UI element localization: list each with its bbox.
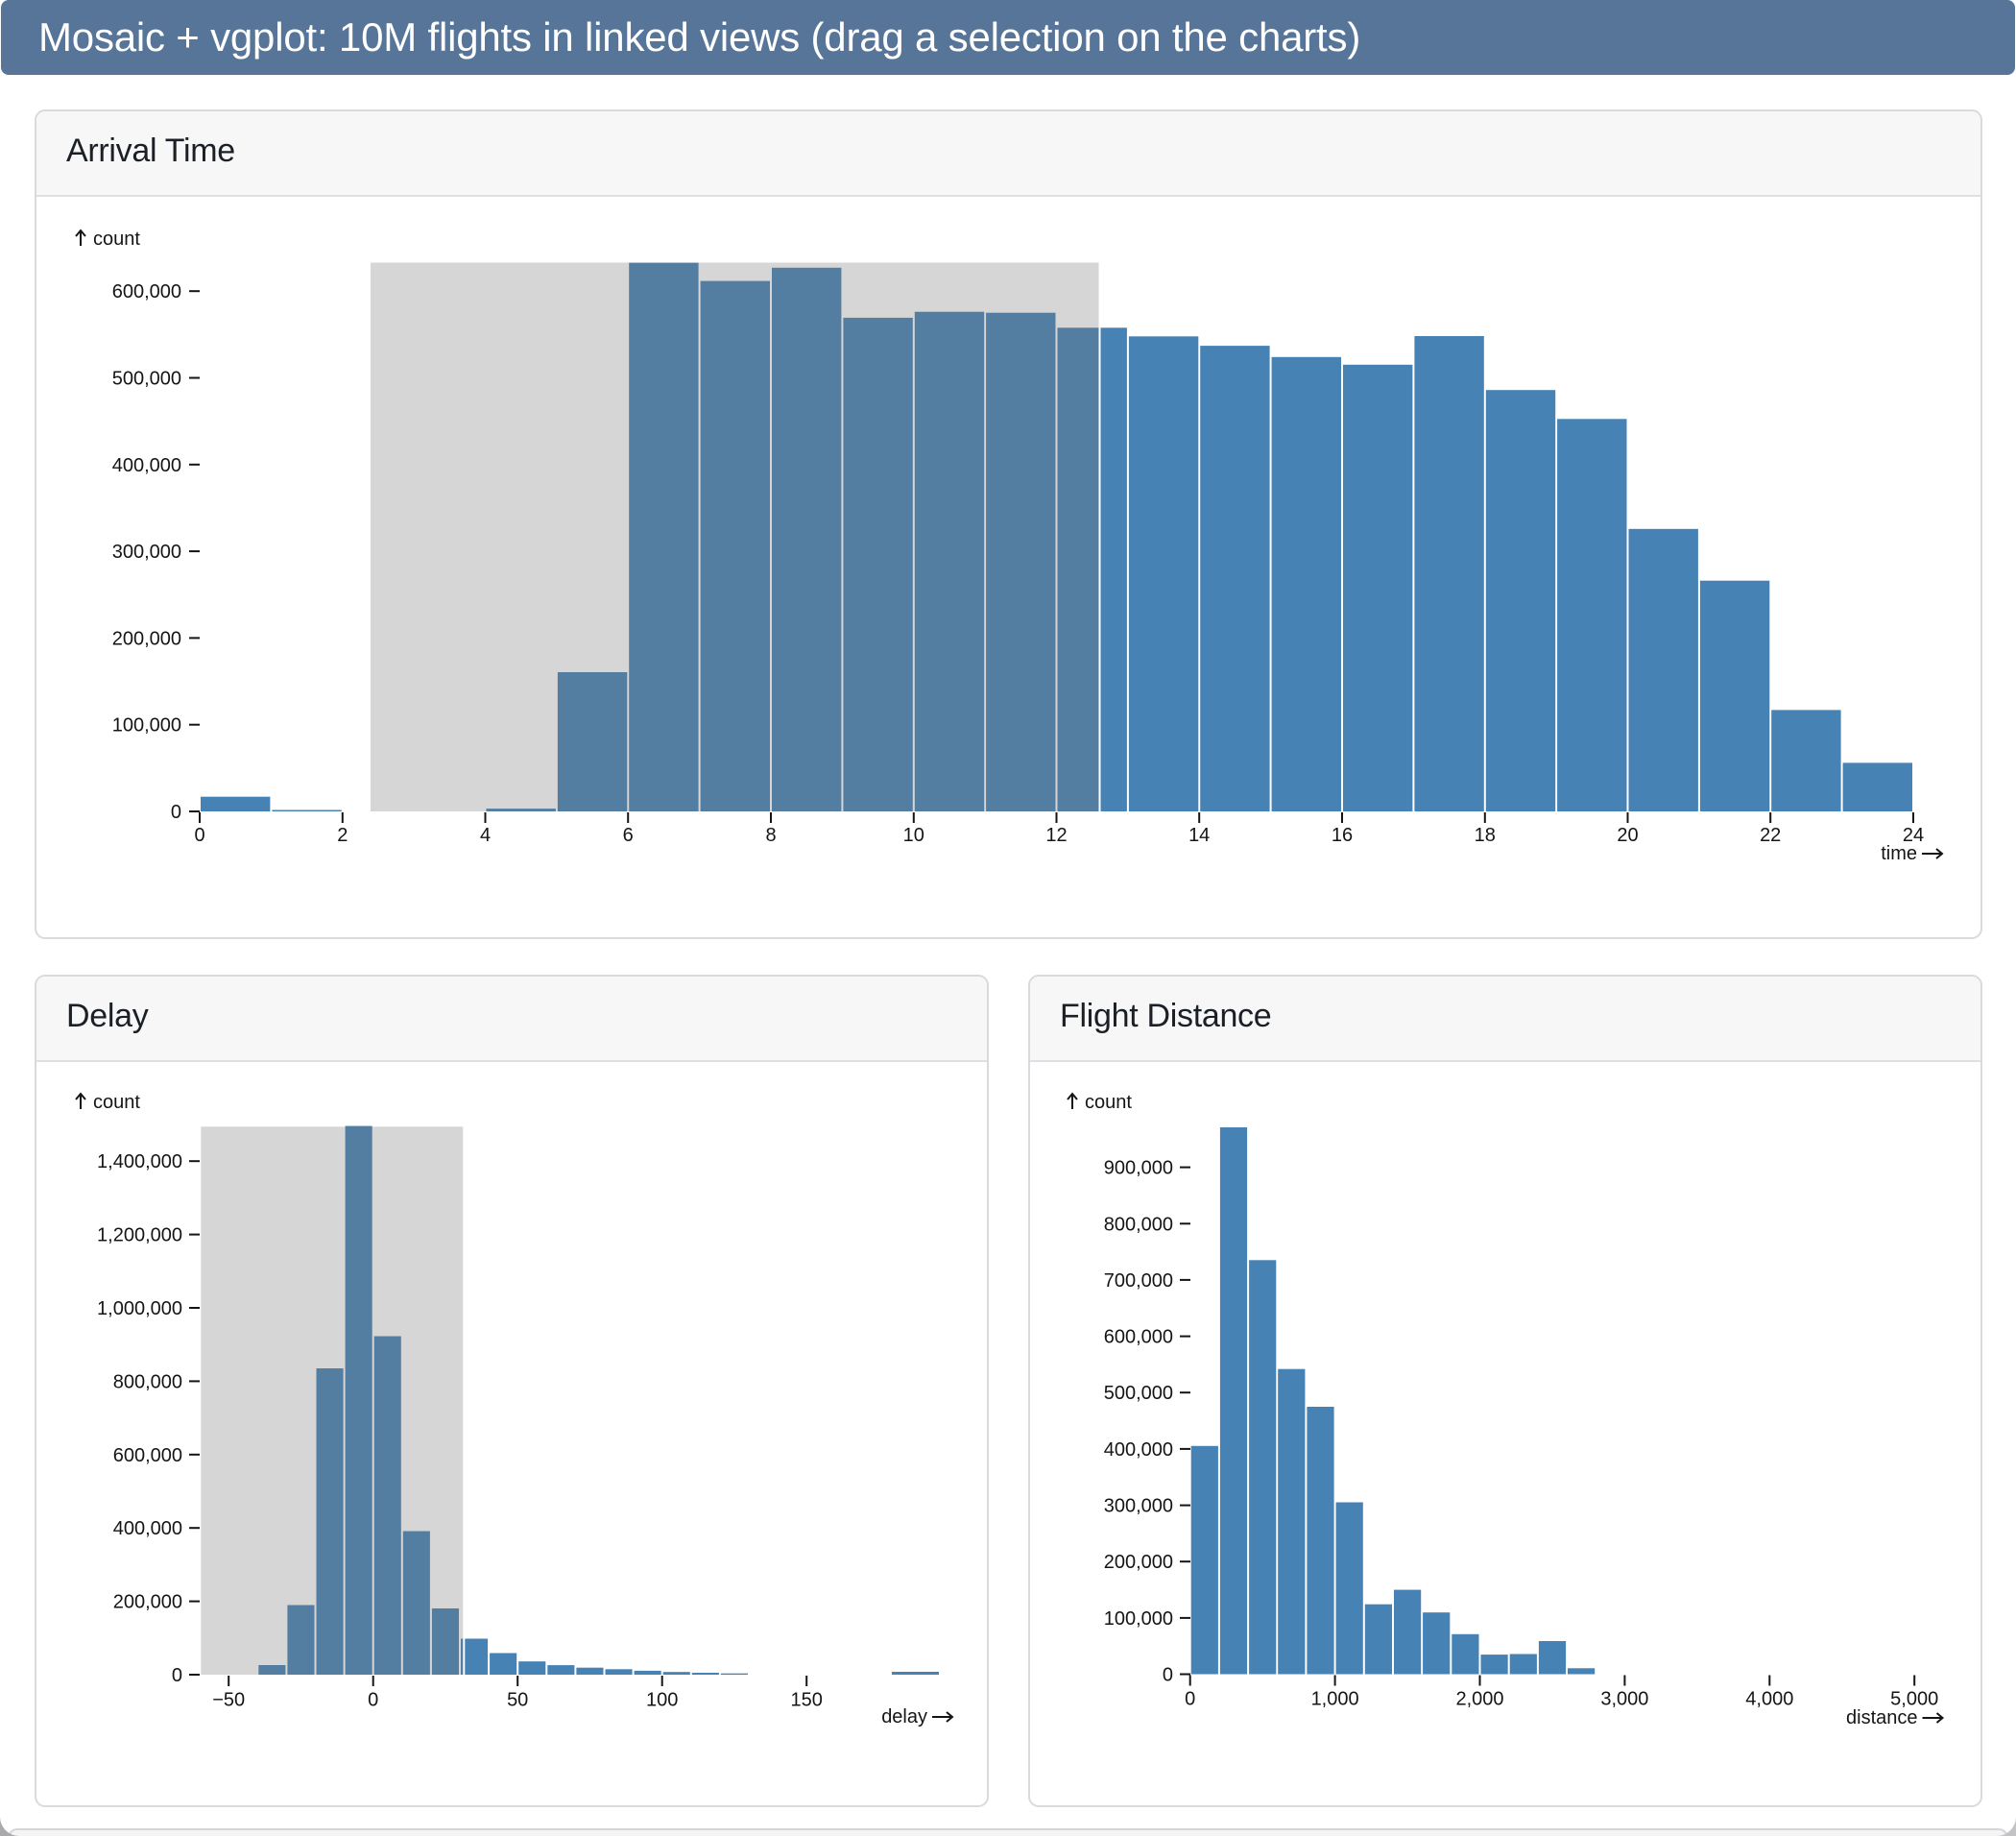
svg-text:4,000: 4,000 (1745, 1689, 1793, 1710)
svg-text:2,000: 2,000 (1455, 1689, 1503, 1710)
svg-text:900,000: 900,000 (1104, 1158, 1173, 1179)
svg-text:0: 0 (172, 1665, 182, 1686)
svg-text:1,200,000: 1,200,000 (97, 1225, 182, 1246)
svg-text:20: 20 (1617, 825, 1638, 846)
svg-text:count: count (93, 229, 140, 250)
svg-text:delay: delay (881, 1706, 927, 1727)
svg-text:6: 6 (623, 825, 634, 846)
svg-text:200,000: 200,000 (112, 628, 181, 649)
svg-text:0: 0 (368, 1690, 378, 1711)
svg-text:800,000: 800,000 (113, 1371, 182, 1392)
svg-text:400,000: 400,000 (1104, 1439, 1173, 1461)
svg-text:12: 12 (1045, 825, 1067, 846)
svg-text:100,000: 100,000 (112, 715, 181, 737)
svg-text:500,000: 500,000 (1104, 1383, 1173, 1404)
svg-text:200,000: 200,000 (113, 1592, 182, 1613)
svg-text:1,000: 1,000 (1311, 1689, 1359, 1710)
svg-text:200,000: 200,000 (1104, 1552, 1173, 1573)
svg-text:0: 0 (171, 802, 181, 823)
svg-text:count: count (1085, 1092, 1132, 1113)
svg-text:0: 0 (1163, 1665, 1173, 1686)
svg-text:distance: distance (1846, 1707, 1918, 1728)
svg-text:500,000: 500,000 (112, 369, 181, 390)
svg-text:300,000: 300,000 (1104, 1496, 1173, 1517)
svg-text:150: 150 (791, 1690, 823, 1711)
svg-text:14: 14 (1188, 825, 1210, 846)
svg-text:count: count (93, 1092, 140, 1113)
svg-text:18: 18 (1475, 825, 1496, 846)
svg-text:10: 10 (903, 825, 924, 846)
svg-text:0: 0 (194, 825, 204, 846)
svg-text:1,400,000: 1,400,000 (97, 1151, 182, 1172)
svg-text:600,000: 600,000 (112, 281, 181, 302)
svg-text:3,000: 3,000 (1600, 1689, 1648, 1710)
svg-text:600,000: 600,000 (1104, 1327, 1173, 1348)
svg-text:8: 8 (765, 825, 776, 846)
svg-text:800,000: 800,000 (1104, 1214, 1173, 1235)
svg-text:−50: −50 (212, 1690, 245, 1711)
svg-text:1,000,000: 1,000,000 (97, 1298, 182, 1319)
svg-text:4: 4 (480, 825, 491, 846)
svg-text:time: time (1881, 843, 1917, 864)
svg-text:700,000: 700,000 (1104, 1270, 1173, 1292)
svg-text:2: 2 (337, 825, 348, 846)
svg-text:300,000: 300,000 (112, 542, 181, 563)
svg-text:600,000: 600,000 (113, 1445, 182, 1466)
svg-text:50: 50 (507, 1690, 528, 1711)
svg-text:100: 100 (646, 1690, 678, 1711)
svg-text:16: 16 (1332, 825, 1353, 846)
svg-text:400,000: 400,000 (112, 455, 181, 476)
svg-text:400,000: 400,000 (113, 1518, 182, 1539)
svg-text:22: 22 (1760, 825, 1781, 846)
svg-text:0: 0 (1185, 1689, 1195, 1710)
svg-text:5,000: 5,000 (1890, 1689, 1938, 1710)
svg-text:100,000: 100,000 (1104, 1608, 1173, 1630)
svg-text:24: 24 (1903, 825, 1924, 846)
